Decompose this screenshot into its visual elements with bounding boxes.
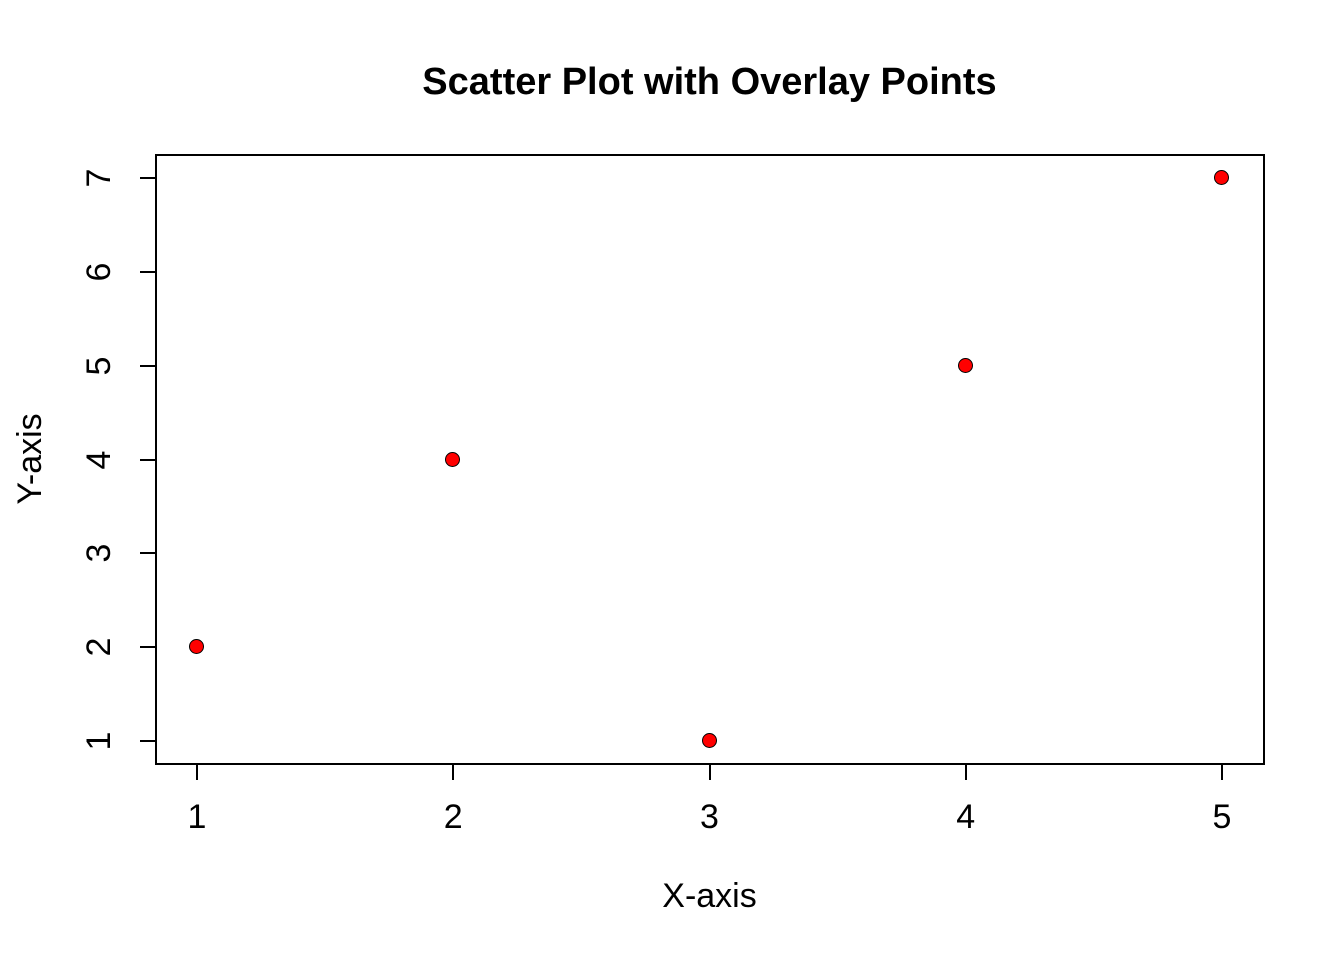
x-axis-tick bbox=[452, 764, 455, 780]
y-axis-label: Y-axis bbox=[11, 413, 49, 505]
data-point bbox=[189, 639, 204, 655]
y-tick-label: 1 bbox=[80, 731, 118, 751]
x-axis-tick bbox=[196, 764, 198, 780]
x-tick-label: 1 bbox=[187, 798, 207, 836]
x-tick-label: 4 bbox=[956, 798, 976, 836]
y-tick-label: 6 bbox=[80, 262, 118, 282]
x-axis-tick bbox=[1221, 764, 1223, 780]
y-axis-tick bbox=[140, 458, 156, 461]
y-axis-tick bbox=[140, 177, 156, 179]
y-tick-label: 7 bbox=[80, 168, 118, 188]
x-axis-label: X-axis bbox=[662, 877, 757, 915]
y-axis-tick bbox=[140, 646, 156, 649]
data-point bbox=[957, 357, 973, 373]
y-axis-tick bbox=[140, 740, 156, 742]
x-axis-tick bbox=[964, 764, 967, 780]
y-tick-label: 2 bbox=[80, 637, 118, 657]
y-tick-label: 4 bbox=[80, 450, 118, 469]
data-point bbox=[701, 733, 717, 748]
x-tick-label: 2 bbox=[443, 798, 463, 836]
data-point bbox=[1214, 170, 1229, 185]
y-axis-tick bbox=[140, 364, 156, 367]
x-tick-label: 5 bbox=[1212, 798, 1232, 836]
y-tick-label: 5 bbox=[80, 356, 118, 376]
y-axis-tick bbox=[140, 552, 156, 555]
x-tick-label: 3 bbox=[700, 798, 719, 836]
y-axis-tick bbox=[140, 270, 156, 273]
plot-area bbox=[155, 154, 1265, 765]
data-point bbox=[445, 451, 461, 467]
x-axis-tick bbox=[708, 764, 711, 780]
chart-title: Scatter Plot with Overlay Points bbox=[422, 61, 997, 103]
y-tick-label: 3 bbox=[80, 543, 118, 563]
